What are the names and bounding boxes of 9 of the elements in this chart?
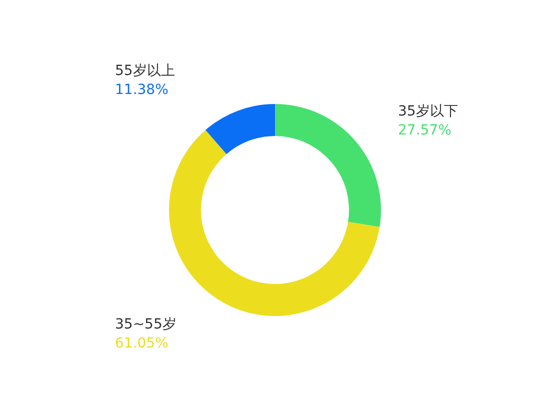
data-label: 11.38% [115, 82, 168, 98]
data-label: 27.57% [398, 122, 452, 138]
slice-label: 55岁以上 [115, 62, 175, 79]
slice-label: 35~55岁 [115, 316, 176, 332]
data-label: 61.05% [115, 335, 168, 352]
donut-slice [275, 104, 381, 228]
donut-slice [169, 130, 380, 316]
slice-label: 35岁以下 [398, 103, 458, 120]
donut-slice [206, 104, 275, 154]
